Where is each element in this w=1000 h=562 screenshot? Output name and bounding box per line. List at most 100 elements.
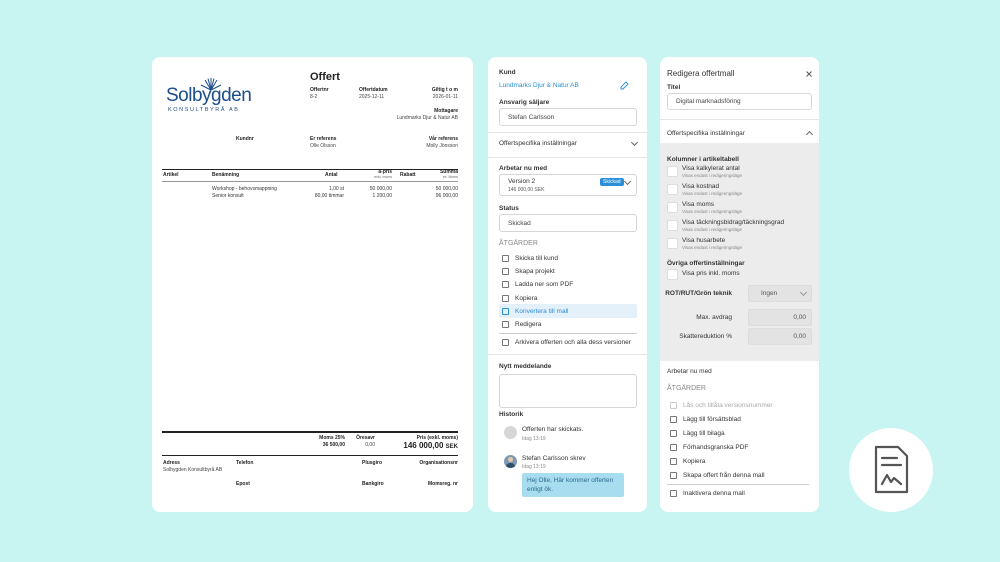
rot-label: ROT/RUT/Grön teknik [665,290,732,297]
action-add-attachment[interactable]: Lägg till bilaga [670,427,725,439]
checkbox-sub: Visas endast i redigeringsläge [682,245,742,250]
edit-icon[interactable] [620,81,629,90]
chevron-up-icon[interactable] [805,130,814,139]
close-icon[interactable] [806,71,812,77]
customer-link[interactable]: Lundmarks Djur & Natur AB [499,82,579,89]
action-edit[interactable]: Redigera [502,318,541,330]
action-create-offer[interactable]: Skapa offert från denna mall [670,469,765,481]
action-preview-pdf[interactable]: Förhandsgranska PDF [670,441,748,453]
our-ref-label: Vår referens [428,136,458,142]
checkbox-sub: Visas endast i redigeringsläge [682,173,742,178]
chevron-down-icon[interactable] [630,138,639,147]
vat-label: Moms 25% [319,435,345,441]
table-header-rule [162,181,458,182]
row-1-name: Workshop - behovsmappning [212,186,277,192]
mail-icon [502,254,509,262]
version-name: Version 2 [508,178,536,185]
action-add-cover[interactable]: Lägg till försättsblad [670,413,741,425]
offer-settings-toggle[interactable]: Offertspecifika inställningar [499,140,577,147]
valid-date: 2026-01-11 [432,94,458,100]
footer-vatno-label: Momsreg. nr [427,481,458,487]
checkbox-margin[interactable] [667,220,678,231]
action-highlight [499,304,637,318]
history-author: Stefan Carlsson skrev [522,455,586,462]
lock-icon [670,401,677,409]
checkbox-vat[interactable] [667,202,678,213]
action-label: Konvertera till mall [515,307,569,315]
action-label: Kopiera [515,294,538,302]
status-value: Skickad [508,219,531,227]
action-label: Skapa offert från denna mall [683,471,765,479]
actions-heading: ÅTGÄRDER [499,240,538,247]
columns-label: Kolumner i artikeltabell [667,156,739,163]
rot-value: Ingen [761,290,778,297]
company-logo: Solbygden KONSULTBYRÅ AB [166,77,252,113]
seller-label: Ansvarig säljare [499,99,550,106]
rot-select[interactable]: Ingen [748,285,812,302]
action-send-to-customer[interactable]: Skicka till kund [502,252,558,264]
total-label: Pris (exkl. moms) [416,435,458,441]
action-copy[interactable]: Kopiera [670,455,705,467]
divider [499,333,637,334]
divider [667,484,809,485]
our-ref: Molly Jönsson [426,143,458,149]
row-1-sum: 50 000,00 [435,186,458,192]
action-label: Kopiera [683,457,706,465]
action-archive[interactable]: Arkivera offerten och alla dess versione… [502,336,631,348]
divider [660,119,819,120]
divider [488,132,647,133]
action-create-project[interactable]: Skapa projekt [502,265,555,277]
template-icon [502,307,509,315]
rounding-value: 0,00 [365,442,375,448]
footer-address-label: Adress [163,460,180,466]
action-convert-to-template[interactable]: Konvertera till mall [502,305,568,317]
action-label: Skapa projekt [515,267,555,275]
action-download-pdf[interactable]: Ladda ner som PDF [502,278,573,290]
new-message-label: Nytt meddelande [499,363,552,370]
checkbox-calculated-qty[interactable] [667,166,678,177]
panel-title: Redigera offertmall [667,69,735,78]
col-qty: Antal [325,172,338,178]
max-deduction-label: Max. avdrag [696,314,732,321]
sun-logo-icon [200,78,222,91]
recipient: Lundmarks Djur & Natur AB [396,115,458,121]
seller-select[interactable]: Stefan Carlsson [499,108,637,126]
recipient-label: Mottagare [434,108,458,114]
title-input[interactable]: Digital marknadsföring [667,93,812,110]
footer-rule [162,455,458,456]
new-message-input[interactable] [499,374,637,408]
row-1-qty: 1,00 st [328,186,344,192]
offer-no: 8-2 [310,94,318,100]
logo-subtitle: KONSULTBYRÅ AB [168,107,240,113]
divider [488,354,647,355]
checkbox-price-incl-vat[interactable] [667,269,678,280]
rounding-label: Öresavr [356,435,375,441]
checkbox-label: Visa pris inkl. moms [682,270,740,277]
status-select[interactable]: Skickad [499,214,637,232]
max-deduction-value: 0,00 [793,314,806,321]
action-copy[interactable]: Kopiera [502,292,537,304]
checkbox-cost[interactable] [667,184,678,195]
action-label: Arkivera offerten och alla dess versione… [515,338,631,346]
total-value: 146 000,00 SEK [403,441,458,450]
avatar [504,455,517,468]
row-2-price: 1 200,00 [372,193,392,199]
version-amount: 146 000,00 SEK [508,187,545,193]
tax-reduction-value: 0,00 [793,333,806,340]
tax-reduction-input[interactable]: 0,00 [748,328,812,345]
system-avatar [504,426,517,439]
action-deactivate[interactable]: Inaktivera denna mall [670,487,745,499]
max-deduction-input[interactable]: 0,00 [748,309,812,326]
checkbox-house-work[interactable] [667,238,678,249]
customer-label: Kund [499,69,516,76]
attachment-icon [670,429,677,437]
col-name: Benämning [212,172,240,178]
col-price: à-pris exkl. moms [367,169,392,179]
offer-date-label: Offertdatum [359,87,388,93]
footer-phone-label: Telefon [236,460,254,466]
cover-icon [670,415,677,423]
action-label: Lägg till bilaga [683,429,725,437]
offer-settings-toggle[interactable]: Offertspecifika inställningar [667,130,745,137]
footer-orgno-label: Organisationsnr [419,460,458,466]
working-label: Arbetar nu med [499,165,548,172]
